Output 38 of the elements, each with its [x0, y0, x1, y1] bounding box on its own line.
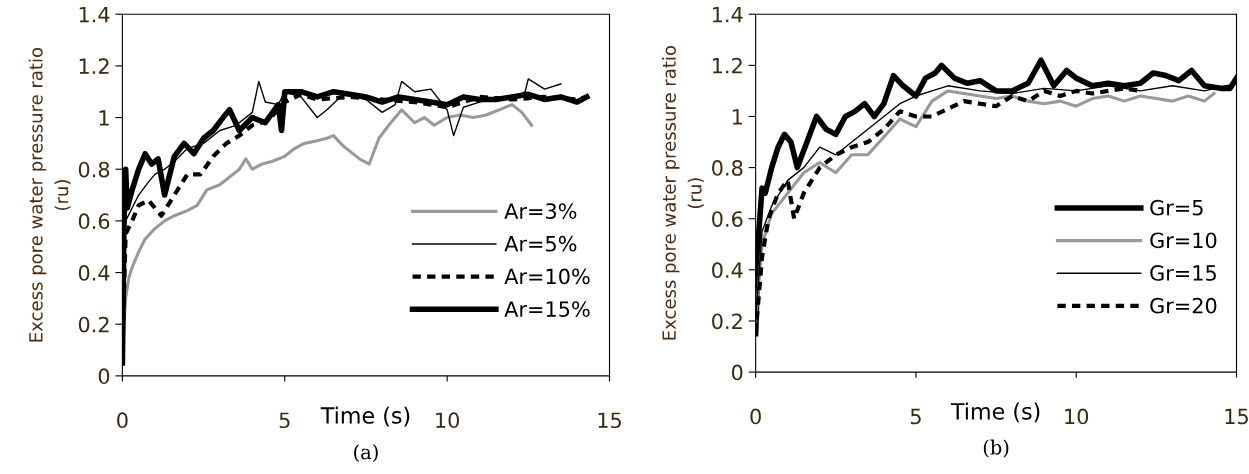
legend-label: Ar=3%: [504, 203, 577, 219]
y-tick-label: 0: [98, 368, 110, 385]
y-tick-label: 0.6: [712, 211, 743, 227]
y-tick-label: 0: [731, 364, 743, 381]
x-tick-label: 5: [279, 412, 290, 429]
y-tick-label: 0.8: [712, 160, 743, 176]
y-tick-label: 1.4: [713, 6, 743, 23]
y-tick-label: 1.2: [79, 58, 109, 74]
legend-label: Gr=20: [1150, 297, 1217, 314]
y-axis-title: Excess pore water pressure ratio (ru): [661, 46, 704, 340]
y-tick-label: 0.4: [712, 262, 743, 279]
x-tick-label: 0: [750, 408, 761, 425]
legend-label: Gr=10: [1150, 232, 1217, 249]
x-tick-label: 10: [436, 412, 460, 429]
y-tick-label: 0.4: [78, 265, 110, 281]
y-tick-label: 0.2: [78, 316, 109, 333]
y-tick-label: 1.2: [713, 57, 742, 74]
legend-label: Ar=10%: [504, 268, 590, 285]
y-axis-title: Excess pore water pressure ratio (ru): [28, 47, 71, 342]
y-tick-label: 1: [99, 110, 109, 126]
y-tick-label: 0.8: [78, 161, 110, 178]
x-tick-label: 10: [1065, 408, 1089, 425]
x-tick-label: 0: [117, 412, 128, 429]
y-tick-label: 1: [732, 109, 742, 125]
legend-label: Gr=15: [1150, 265, 1216, 281]
legend-label: Gr=5: [1150, 199, 1203, 216]
x-tick-label: 15: [1225, 408, 1248, 425]
legend-label: Ar=15%: [504, 301, 590, 317]
x-axis-title: Time (s): [950, 402, 1040, 423]
y-tick-label: 1.4: [79, 6, 110, 23]
text: (a): [354, 444, 378, 463]
x-tick-label: 5: [910, 408, 921, 425]
text: (b): [983, 439, 1009, 458]
y-tick-label: 0.2: [712, 313, 742, 330]
legend-label: Ar=5%: [504, 235, 577, 252]
y-tick-label: 0.6: [78, 213, 110, 230]
x-axis-title: Time (s): [320, 406, 410, 427]
x-tick-label: 15: [598, 412, 621, 429]
